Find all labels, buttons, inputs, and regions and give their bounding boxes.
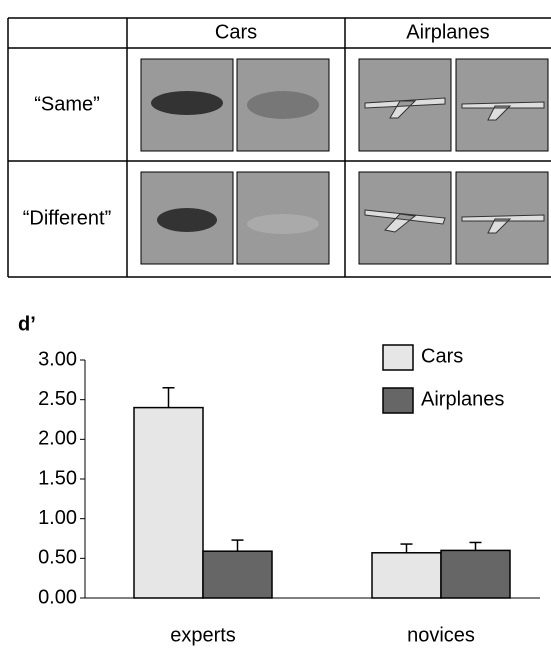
y-axis-label: d’: [18, 313, 36, 335]
y-tick-label: 1.00: [38, 507, 77, 529]
car-shape: [247, 91, 319, 119]
bar-chart: 0.00 0.50 1.00 1.50 2.00 2.50 3.00 experts novic…: [38, 344, 540, 646]
bar: [440, 549, 511, 599]
plane-shape: [461, 101, 545, 121]
y-tick-label: 3.00: [38, 348, 77, 370]
bar: [202, 550, 273, 599]
stimulus-table: Cars Airplanes “Same” “Different”: [7, 17, 551, 278]
x-tick-label: experts: [170, 624, 236, 646]
column-header: Cars: [215, 21, 257, 43]
y-tick-label: 1.50: [38, 467, 77, 489]
stimulus-images: [140, 58, 549, 265]
y-tick-label: 2.50: [38, 388, 77, 410]
plane-shape: [461, 214, 545, 234]
legend-label: Airplanes: [421, 388, 504, 410]
column-header: Airplanes: [406, 21, 489, 43]
row-header: “Different”: [23, 207, 112, 229]
x-tick-label: novices: [407, 624, 475, 646]
legend-swatch: [382, 387, 414, 414]
legend-swatch: [382, 344, 414, 371]
plane-shape: [364, 97, 446, 119]
y-tick-label: 0.50: [38, 547, 77, 569]
bar: [133, 406, 204, 599]
plane-shape: [364, 209, 446, 233]
car-shape: [151, 91, 223, 115]
bar: [371, 552, 442, 599]
car-shape: [157, 208, 217, 232]
y-tick-label: 2.00: [38, 428, 77, 450]
row-header: “Same”: [34, 93, 100, 115]
legend-label: Cars: [421, 345, 463, 367]
car-shape: [247, 214, 319, 234]
y-tick-label: 0.00: [38, 586, 77, 608]
